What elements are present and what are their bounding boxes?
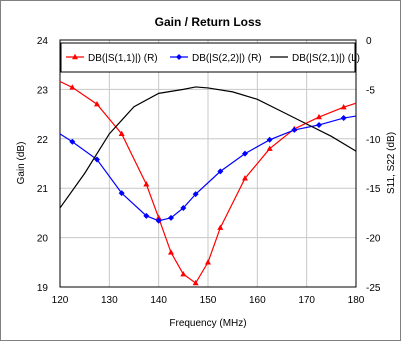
series-point-marker [205, 259, 211, 265]
series-point-marker [340, 103, 347, 110]
x-tick-label: 170 [298, 295, 315, 306]
series-point-marker [118, 130, 125, 137]
series-point-marker [316, 121, 322, 128]
legend-label: DB(|S(2,2)|) (R) [192, 53, 262, 64]
y-right-axis-label: S11, S22 (dB) [386, 132, 397, 194]
series-point-marker [143, 212, 150, 219]
series-point-marker [72, 53, 78, 60]
series-point-marker [69, 84, 76, 90]
series-point-marker [176, 54, 182, 60]
y-left-tick-label: 24 [37, 36, 49, 47]
series-point-marker [180, 270, 187, 277]
series-line-s21 [59, 86, 357, 209]
y-left-tick-label: 22 [37, 135, 49, 146]
y-right-tick-label: 0 [366, 36, 372, 47]
series-point-marker [192, 191, 199, 198]
series-point-marker [94, 101, 100, 107]
series-point-marker [266, 145, 273, 151]
plot-area-border [59, 39, 357, 288]
y-right-tick-label: -5 [366, 85, 375, 96]
y-right-tick-label: -15 [366, 184, 381, 195]
y-left-tick-label: 23 [37, 85, 49, 96]
series-point-marker [69, 138, 76, 145]
x-tick-label: 160 [249, 295, 266, 306]
x-tick-label: 180 [348, 295, 365, 306]
legend-box [60, 42, 356, 73]
y-left-tick-label: 19 [37, 283, 49, 294]
grid [60, 40, 356, 287]
y-right-tick-label: -10 [366, 135, 381, 146]
y-right-tick-label: -25 [366, 283, 381, 294]
y-right-tick-labels: -25 -20 -15 -10 -5 0 [366, 36, 381, 294]
y-left-tick-label: 20 [37, 234, 49, 245]
series-point-marker [217, 224, 224, 230]
series-point-marker [168, 249, 174, 255]
series-point-marker [118, 190, 125, 197]
series-point-marker [242, 150, 248, 157]
series-point-marker [180, 204, 187, 211]
series-point-marker [143, 181, 150, 187]
series-point-marker [94, 156, 100, 163]
y-left-tick-label: 21 [37, 184, 49, 195]
series-line-s22 [59, 115, 357, 222]
series-point-marker [168, 214, 174, 221]
y-left-tick-labels: 19 20 21 22 23 24 [37, 36, 49, 294]
legend-label: DB(|S(1,1)|) (R) [88, 53, 158, 64]
x-tick-label: 120 [52, 295, 69, 306]
series-point-marker [291, 126, 298, 133]
series-point-marker [340, 115, 347, 122]
y-left-axis-label: Gain (dB) [16, 142, 27, 185]
series-group [59, 80, 357, 286]
x-tick-label: 140 [150, 295, 167, 306]
x-tick-labels: 120 130 140 150 160 170 180 [52, 295, 365, 306]
x-axis-label: Frequency (MHz) [169, 318, 246, 329]
x-tick-label: 130 [101, 295, 118, 306]
series-point-marker [192, 279, 199, 286]
series-point-marker [155, 214, 162, 221]
series-point-marker [316, 113, 322, 120]
legend-label: DB(|S(2,1)|) (L) [292, 53, 360, 64]
series-point-marker [217, 168, 224, 175]
series-point-marker [242, 175, 248, 181]
legend: DB(|S(1,1)|) (R) DB(|S(2,2)|) (R) DB(|S(2,… [60, 42, 360, 73]
x-tick-label: 150 [200, 295, 217, 306]
series-point-marker [266, 136, 273, 143]
series-point-marker [155, 217, 162, 224]
y-right-tick-label: -20 [366, 234, 381, 245]
chart-title: Gain / Return Loss [155, 15, 262, 29]
